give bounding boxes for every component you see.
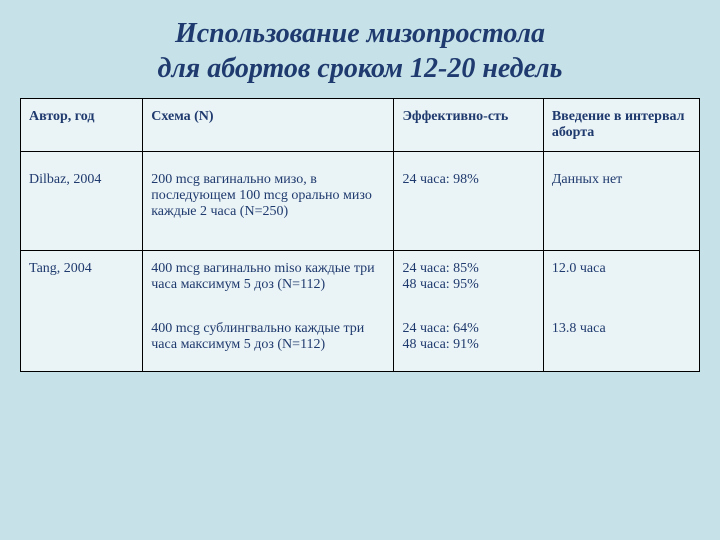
slide-container: Использование мизопростола для абортов с… xyxy=(0,0,720,540)
cell-author xyxy=(21,311,143,372)
cell-effect: 24 часа: 85%48 часа: 95% xyxy=(394,251,543,312)
cell-interval: Данных нет xyxy=(543,152,699,251)
cell-effect: 24 часа: 64%48 часа: 91% xyxy=(394,311,543,372)
cell-scheme: 200 mcg вагинально мизо, в последующем 1… xyxy=(143,152,394,251)
cell-author: Dilbaz, 2004 xyxy=(21,152,143,251)
col-header-scheme: Схема (N) xyxy=(143,99,394,152)
cell-effect: 24 часа: 98% xyxy=(394,152,543,251)
slide-title: Использование мизопростола для абортов с… xyxy=(0,0,720,98)
cell-author: Tang, 2004 xyxy=(21,251,143,312)
table-row: Tang, 2004 400 mcg вагинально miso кажды… xyxy=(21,251,700,312)
title-line-1: Использование мизопростола xyxy=(175,18,545,49)
data-table: Автор, год Схема (N) Эффективно-сть Введ… xyxy=(20,98,700,372)
cell-interval: 13.8 часа xyxy=(543,311,699,372)
table-row: 400 mcg сублингвально каждые три часа ма… xyxy=(21,311,700,372)
table-header-row: Автор, год Схема (N) Эффективно-сть Введ… xyxy=(21,99,700,152)
cell-interval: 12.0 часа xyxy=(543,251,699,312)
table-row: Dilbaz, 2004 200 mcg вагинально мизо, в … xyxy=(21,152,700,251)
title-line-2: для абортов сроком 12-20 недель xyxy=(158,53,563,84)
col-header-effect: Эффективно-сть xyxy=(394,99,543,152)
table-wrapper: Автор, год Схема (N) Эффективно-сть Введ… xyxy=(0,98,720,392)
col-header-interval: Введение в интервал аборта xyxy=(543,99,699,152)
cell-scheme: 400 mcg вагинально miso каждые три часа … xyxy=(143,251,394,312)
cell-scheme: 400 mcg сублингвально каждые три часа ма… xyxy=(143,311,394,372)
col-header-author: Автор, год xyxy=(21,99,143,152)
